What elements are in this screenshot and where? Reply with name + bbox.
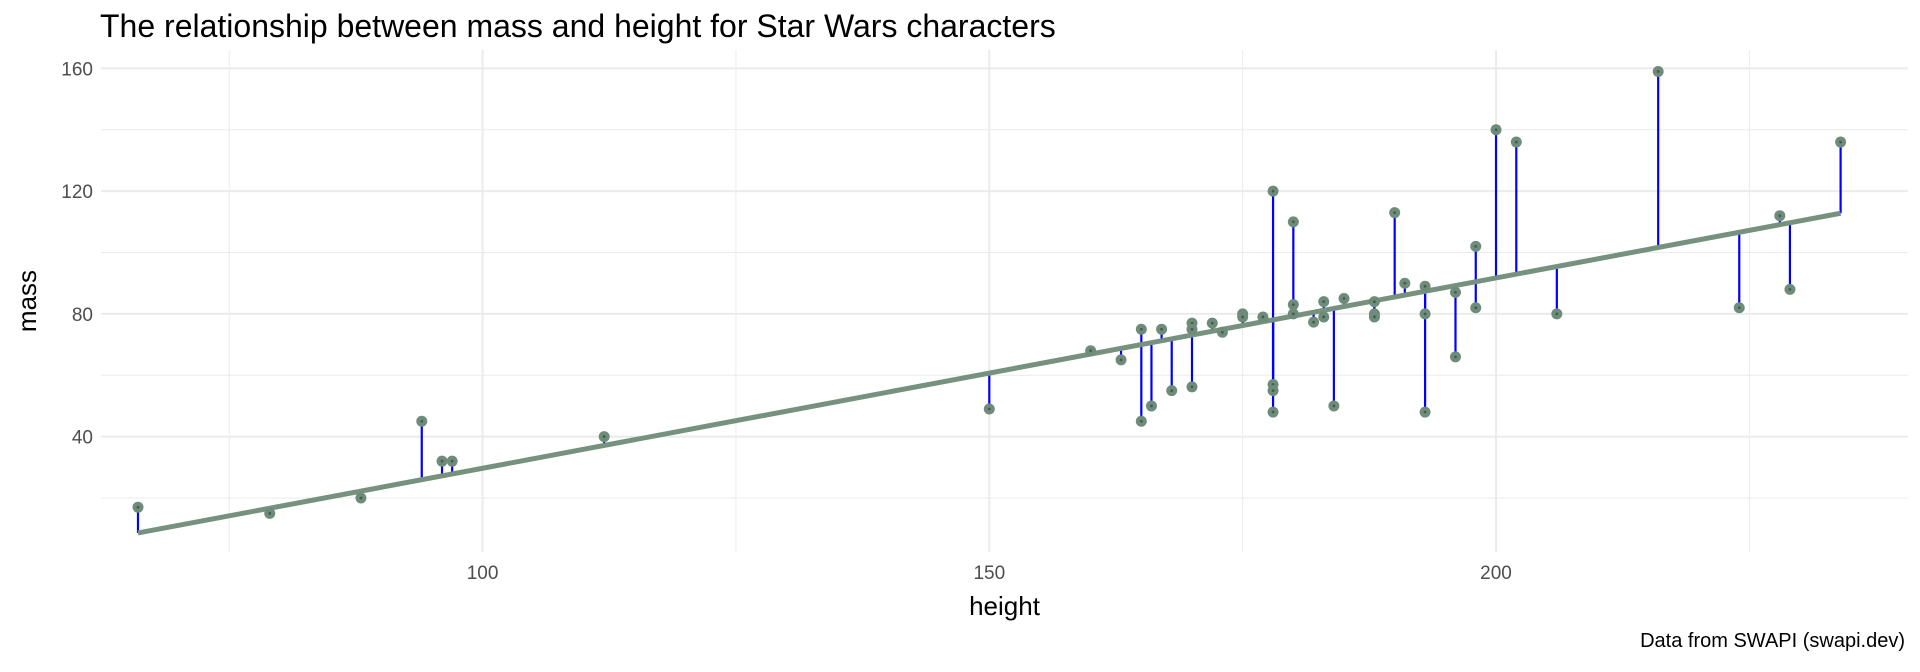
y-tick-label: 160	[61, 59, 93, 80]
data-point-center	[1454, 355, 1457, 359]
data-point-center	[987, 407, 991, 411]
data-point-center	[420, 419, 424, 423]
data-point-center	[1656, 70, 1660, 73]
data-point-center	[1737, 306, 1741, 310]
data-point-center	[1342, 297, 1346, 300]
data-point-center	[440, 459, 444, 463]
data-point-center	[602, 435, 606, 439]
data-point-center	[1119, 358, 1123, 362]
y-tick-label: 40	[72, 428, 93, 449]
data-point-center	[1220, 330, 1224, 334]
data-point-center	[1271, 189, 1275, 193]
data-point-center	[1160, 327, 1163, 331]
data-point-center	[1332, 404, 1336, 408]
data-point-center	[1403, 281, 1407, 285]
data-point-center	[1373, 300, 1376, 304]
data-point-center	[268, 511, 272, 515]
regression-line	[137, 210, 1842, 536]
data-point-center	[1312, 320, 1316, 324]
x-tick-label: 150	[973, 563, 1005, 584]
data-point-center	[1322, 300, 1326, 304]
data-point-center	[1241, 315, 1245, 319]
data-point-center	[1423, 284, 1427, 288]
data-point-center	[1423, 410, 1427, 414]
y-tick-label: 80	[72, 305, 93, 326]
data-point-center	[1423, 312, 1427, 316]
data-point-center	[359, 496, 363, 500]
data-point-center	[1291, 303, 1295, 307]
data-point-center	[1291, 220, 1295, 224]
data-points	[132, 65, 1847, 519]
data-point-center	[1555, 312, 1559, 316]
x-tick-label: 100	[467, 563, 499, 584]
regression-line-layer	[137, 210, 1842, 536]
data-point-center	[1494, 128, 1498, 132]
data-point-center	[1139, 419, 1143, 423]
data-point-center	[450, 459, 454, 463]
data-point-center	[1778, 214, 1782, 218]
data-point-center	[1261, 315, 1265, 319]
data-point-center	[1514, 140, 1518, 144]
data-point-center	[1190, 385, 1194, 389]
data-point-center	[1454, 291, 1457, 294]
x-tick-label: 200	[1480, 563, 1512, 584]
data-point-center	[1190, 327, 1194, 331]
data-point-center	[1139, 327, 1143, 331]
data-point-center	[1788, 287, 1792, 291]
y-axis-title: mass	[12, 270, 42, 332]
data-point-center	[1474, 244, 1478, 248]
data-point-center	[1271, 410, 1275, 414]
axis-ticks: 100 150 200 40 80 120 160	[61, 59, 1512, 584]
x-axis-title: height	[969, 591, 1041, 621]
data-point-center	[1210, 321, 1214, 325]
y-tick-label: 120	[61, 182, 93, 203]
data-point-center	[1170, 389, 1174, 392]
data-point-center	[1089, 349, 1093, 353]
data-point-center	[1839, 140, 1843, 144]
data-point-center	[1150, 404, 1153, 408]
data-point-center	[1393, 211, 1397, 215]
data-point-center	[1474, 306, 1478, 310]
data-point-center	[1322, 315, 1326, 319]
data-point-center	[1291, 312, 1295, 316]
data-point-center	[1373, 315, 1376, 319]
grid	[101, 50, 1908, 552]
chart-title: The relationship between mass and height…	[100, 8, 1056, 44]
data-point-center	[136, 505, 140, 509]
chart-caption: Data from SWAPI (swapi.dev)	[1640, 630, 1905, 652]
data-point-center	[1271, 389, 1275, 392]
